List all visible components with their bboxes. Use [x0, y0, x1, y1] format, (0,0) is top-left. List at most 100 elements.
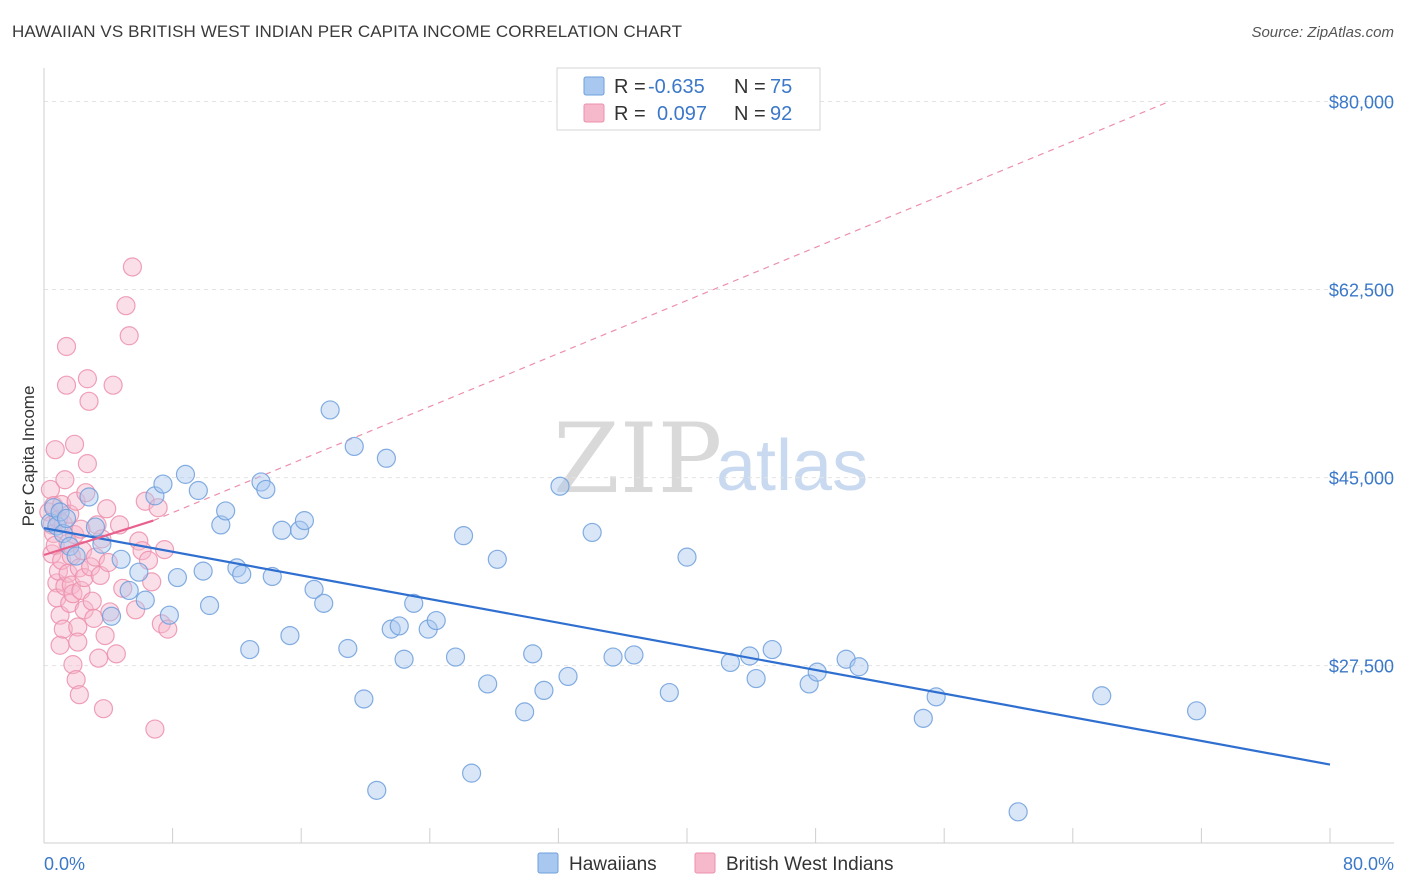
hawaiians-point — [338, 638, 358, 659]
y-tick-label: $27,500 — [1329, 657, 1394, 677]
hawaiians-point — [294, 511, 315, 531]
hawaiians-point — [175, 464, 196, 484]
hawaiians-point — [56, 508, 77, 529]
hawaiians-point — [376, 448, 396, 468]
hawaiians-point — [320, 400, 340, 420]
legend-swatch-british-west-indians — [583, 103, 605, 123]
hawaiians-point — [849, 657, 869, 677]
british-west-indians-point — [55, 470, 75, 490]
hawaiians-point — [558, 666, 578, 687]
hawaiians-point — [272, 520, 292, 540]
hawaiians-point — [677, 547, 697, 567]
hawaiians-point — [314, 593, 334, 613]
hawaiians-point — [344, 436, 364, 457]
legend-r-value-2: 0.097 — [657, 103, 707, 125]
british-west-indians-point — [40, 479, 61, 500]
hawaiians-point — [159, 605, 179, 625]
hawaiians-point — [461, 763, 482, 783]
hawaiians-point — [240, 639, 260, 660]
british-west-indians-point — [69, 685, 89, 705]
british-west-indians-point — [95, 625, 115, 646]
british-west-indians-point — [82, 591, 102, 611]
british-west-indians-point — [106, 644, 126, 664]
hawaiians-point — [389, 616, 409, 636]
hawaiians-point — [199, 595, 220, 616]
y-axis-title: Per Capita Income — [19, 386, 38, 527]
hawaiians-point — [129, 562, 149, 582]
hawaiians-point — [523, 644, 543, 664]
british-west-indians-trend-line — [43, 519, 154, 557]
british-west-indians-point — [50, 635, 70, 655]
hawaiians-point — [603, 647, 623, 667]
british-west-indians-point — [158, 619, 178, 639]
hawaiians-point — [404, 593, 424, 613]
y-tick-label: $62,500 — [1329, 281, 1394, 301]
british-west-indians-point — [53, 619, 73, 639]
x-tick-label-min: 0.0% — [44, 854, 85, 874]
british-west-indians-point — [103, 375, 123, 395]
hawaiians-point — [746, 668, 766, 689]
british-west-indians-point — [66, 670, 86, 690]
british-west-indians-point — [145, 719, 165, 739]
british-west-indians-point — [64, 434, 85, 454]
british-west-indians-point — [77, 369, 98, 389]
hawaiians-point — [289, 520, 310, 540]
hawaiians-point — [913, 708, 933, 728]
watermark-zip: ZIP — [553, 403, 722, 515]
british-west-indians-point — [56, 336, 77, 357]
bottom-legend-swatch-hawaiians — [537, 852, 559, 874]
hawaiians-point — [1008, 802, 1028, 822]
british-west-indians-point — [116, 296, 136, 316]
hawaiians-point — [762, 639, 782, 660]
hawaiians-point — [304, 579, 324, 599]
legend-n-label-2: N = — [734, 103, 766, 125]
hawaiians-point — [85, 517, 106, 537]
hawaiians-point — [153, 474, 173, 494]
hawaiians-point — [232, 564, 252, 584]
hawaiians-point — [256, 479, 276, 500]
hawaiians-point — [515, 702, 535, 722]
hawaiians-point — [167, 567, 188, 588]
hawaiians-point — [216, 501, 236, 521]
british-west-indians-points — [39, 257, 178, 739]
hawaiians-point — [135, 590, 155, 610]
bottom-legend-label-british-west-indians: British West Indians — [726, 854, 894, 875]
british-west-indians-point — [74, 567, 94, 588]
hawaiians-point — [111, 549, 131, 569]
british-west-indians-point — [45, 440, 65, 460]
british-west-indians-point — [93, 699, 114, 719]
legend-swatch-hawaiians — [583, 76, 605, 96]
legend-n-value-1: 75 — [770, 76, 792, 98]
hawaiians-point — [354, 689, 374, 709]
y-tick-labels: $27,500 $45,000 $62,500 $80,000 — [1329, 92, 1394, 676]
axes — [43, 68, 1394, 844]
hawaiians-point — [478, 674, 498, 694]
hawaiians-point — [534, 680, 554, 701]
hawaiians-point — [659, 682, 679, 703]
hawaiians-point — [193, 561, 213, 581]
british-west-indians-trend-extension — [153, 100, 1170, 522]
british-west-indians-point — [126, 600, 146, 620]
hawaiians-point — [79, 487, 99, 507]
bottom-legend-label-hawaiians: Hawaiians — [569, 854, 657, 875]
hawaiians-point — [624, 645, 644, 665]
bottom-legend-swatch-british-west-indians — [694, 852, 716, 874]
hawaiians-point — [550, 476, 570, 496]
watermark: ZIP atlas — [553, 403, 868, 515]
hawaiians-point — [445, 647, 466, 667]
british-west-indians-point — [122, 257, 143, 277]
hawaiians-point — [487, 549, 507, 569]
hawaiians-point — [101, 606, 122, 626]
trend-lines — [43, 519, 1331, 766]
british-west-indians-point — [56, 375, 77, 395]
british-west-indians-point — [119, 326, 139, 346]
hawaiians-point — [367, 780, 387, 800]
hawaiians-point — [426, 610, 446, 631]
hawaiians-point — [280, 625, 300, 646]
british-west-indians-point — [97, 499, 117, 519]
hawaiians-point — [1092, 686, 1112, 706]
hawaiians-point — [66, 546, 86, 566]
hawaiians-trend-line — [43, 527, 1331, 766]
watermark-atlas: atlas — [716, 426, 868, 506]
